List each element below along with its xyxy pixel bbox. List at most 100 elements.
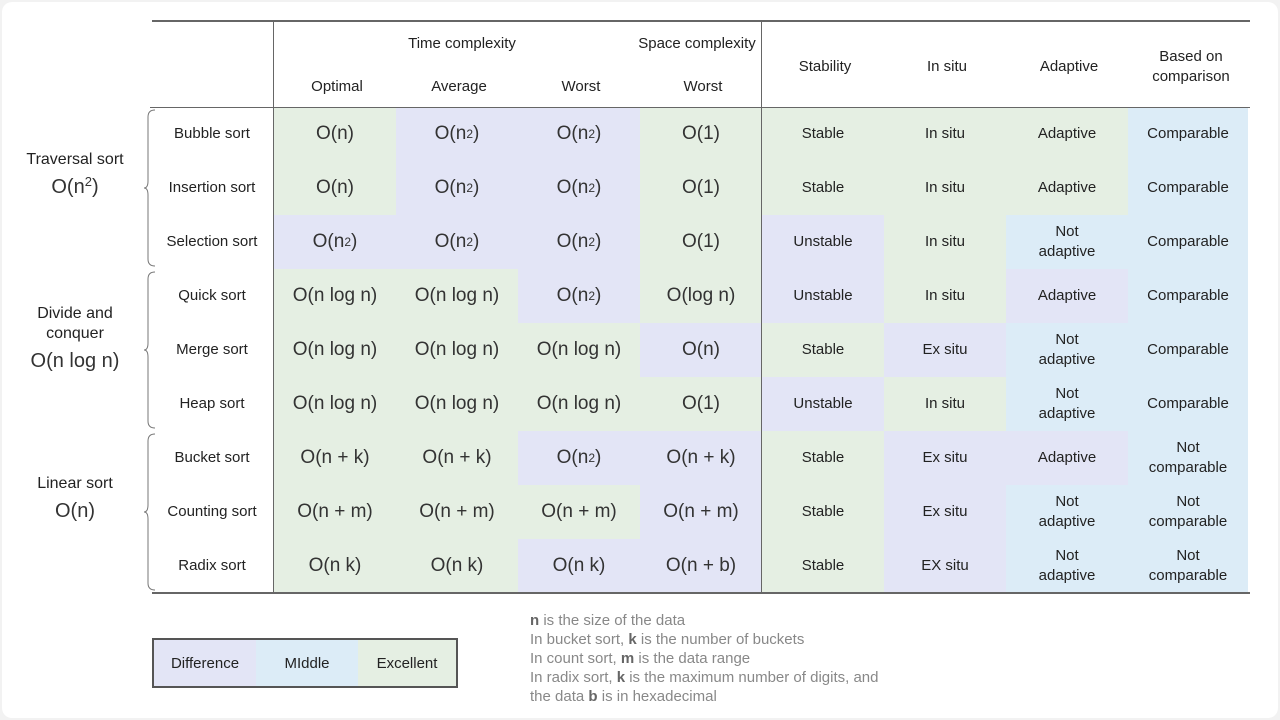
header-space-complexity: Space complexity (638, 35, 756, 52)
property-cell: Not adaptive (1006, 485, 1128, 539)
property-cell: Adaptive (1006, 431, 1128, 485)
header-in-situ: In situ (926, 58, 968, 75)
complexity-cell: O(n + k) (396, 431, 518, 485)
property-cell: In situ (884, 107, 1006, 161)
complexity-cell: O(n log n) (518, 323, 640, 377)
group-label: Traversal sort O(n2) (0, 150, 150, 226)
group-brace (143, 433, 156, 591)
header-stability: Stability (798, 58, 852, 75)
property-cell: Adaptive (1006, 269, 1128, 323)
group-complexity: O(n) (55, 500, 95, 522)
property-cell: Not comparable (1128, 539, 1248, 593)
complexity-cell: O(n 2) (396, 215, 518, 269)
complexity-cell: O(1) (640, 377, 762, 431)
header-optimal: Optimal (311, 78, 363, 95)
property-cell: Comparable (1128, 269, 1248, 323)
property-cell: Ex situ (884, 431, 1006, 485)
note-line: In count sort, m is the data range (530, 650, 751, 667)
property-cell: Comparable (1128, 161, 1248, 215)
complexity-cell: O(n log n) (274, 269, 396, 323)
complexity-cell: O(n) (274, 161, 396, 215)
property-cell: Not comparable (1128, 431, 1248, 485)
complexity-cell: O(n log n) (396, 269, 518, 323)
complexity-cell: O(n) (640, 323, 762, 377)
note-line: In bucket sort, k is the number of bucke… (530, 631, 805, 648)
complexity-cell: O(n log n) (274, 323, 396, 377)
property-cell: Stable (762, 431, 884, 485)
group-complexity: O(n log n) (30, 350, 120, 372)
complexity-cell: O(n + m) (518, 485, 640, 539)
complexity-cell: O(n + m) (396, 485, 518, 539)
complexity-cell: O(n) (274, 107, 396, 161)
complexity-cell: O(n 2) (518, 215, 640, 269)
header-worst: Worst (561, 78, 601, 95)
complexity-cell: O(n + b) (640, 539, 762, 593)
legend-difference: Difference (154, 640, 256, 686)
property-cell: Stable (762, 107, 884, 161)
header-time-complexity: Time complexity (408, 35, 516, 52)
property-cell: Adaptive (1006, 107, 1128, 161)
complexity-cell: O(n + m) (274, 485, 396, 539)
table-bottom-rule (152, 592, 1250, 594)
row-label: Bubble sort (174, 125, 250, 142)
property-cell: Unstable (762, 377, 884, 431)
row-label-divider (273, 22, 274, 592)
complexity-divider (761, 22, 762, 592)
row-label: Selection sort (166, 233, 258, 250)
complexity-cell: O(1) (640, 215, 762, 269)
row-label: Quick sort (178, 287, 246, 304)
header-based-on-comparison: Based on comparison (1152, 48, 1230, 85)
property-cell: Ex situ (884, 323, 1006, 377)
complexity-cell: O(n + k) (274, 431, 396, 485)
header-bottom-rule (150, 107, 1250, 108)
table-top-rule (152, 20, 1250, 22)
complexity-cell: O(n log n) (396, 377, 518, 431)
header-adaptive: Adaptive (1039, 58, 1099, 75)
complexity-cell: O(n + k) (640, 431, 762, 485)
legend-excellent: Excellent (358, 640, 456, 686)
complexity-cell: O(n log n) (274, 377, 396, 431)
row-label: Bucket sort (174, 449, 250, 466)
complexity-cell: O(n 2) (518, 107, 640, 161)
complexity-cell: O(1) (640, 107, 762, 161)
property-cell: Not adaptive (1006, 323, 1128, 377)
note-line: the data b is in hexadecimal (530, 688, 717, 705)
complexity-cell: O(n k) (396, 539, 518, 593)
note-line: n is the size of the data (530, 612, 686, 629)
row-label: Heap sort (179, 395, 245, 412)
property-cell: Not adaptive (1006, 215, 1128, 269)
property-cell: Ex situ (884, 485, 1006, 539)
complexity-cell: O(n 2) (518, 269, 640, 323)
group-name: Traversal sort (26, 151, 124, 168)
property-cell: Comparable (1128, 323, 1248, 377)
property-cell: Stable (762, 485, 884, 539)
header-average: Average (431, 78, 487, 95)
complexity-cell: O(n log n) (518, 377, 640, 431)
complexity-cell: O(n + m) (640, 485, 762, 539)
property-cell: In situ (884, 377, 1006, 431)
property-cell: In situ (884, 215, 1006, 269)
legend-middle: MIddle (256, 640, 358, 686)
property-cell: Stable (762, 539, 884, 593)
complexity-cell: O(n 2) (274, 215, 396, 269)
complexity-cell: O(1) (640, 161, 762, 215)
complexity-cell: O(n k) (274, 539, 396, 593)
property-cell: Not adaptive (1006, 539, 1128, 593)
group-brace (143, 271, 156, 429)
property-cell: Not comparable (1128, 485, 1248, 539)
complexity-cell: O(n 2) (518, 431, 640, 485)
group-label: Divide and conquer O(n log n) (0, 304, 150, 396)
complexity-cell: O(n 2) (396, 161, 518, 215)
row-label: Insertion sort (168, 179, 256, 196)
group-name: Divide and conquer (37, 305, 113, 342)
group-brace (143, 109, 156, 267)
property-cell: EX situ (884, 539, 1006, 593)
property-cell: Unstable (762, 269, 884, 323)
row-label: Counting sort (167, 503, 257, 520)
property-cell: Not adaptive (1006, 377, 1128, 431)
complexity-cell: O(n log n) (396, 323, 518, 377)
row-label: Merge sort (176, 341, 248, 358)
complexity-cell: O(n 2) (396, 107, 518, 161)
property-cell: Adaptive (1006, 161, 1128, 215)
